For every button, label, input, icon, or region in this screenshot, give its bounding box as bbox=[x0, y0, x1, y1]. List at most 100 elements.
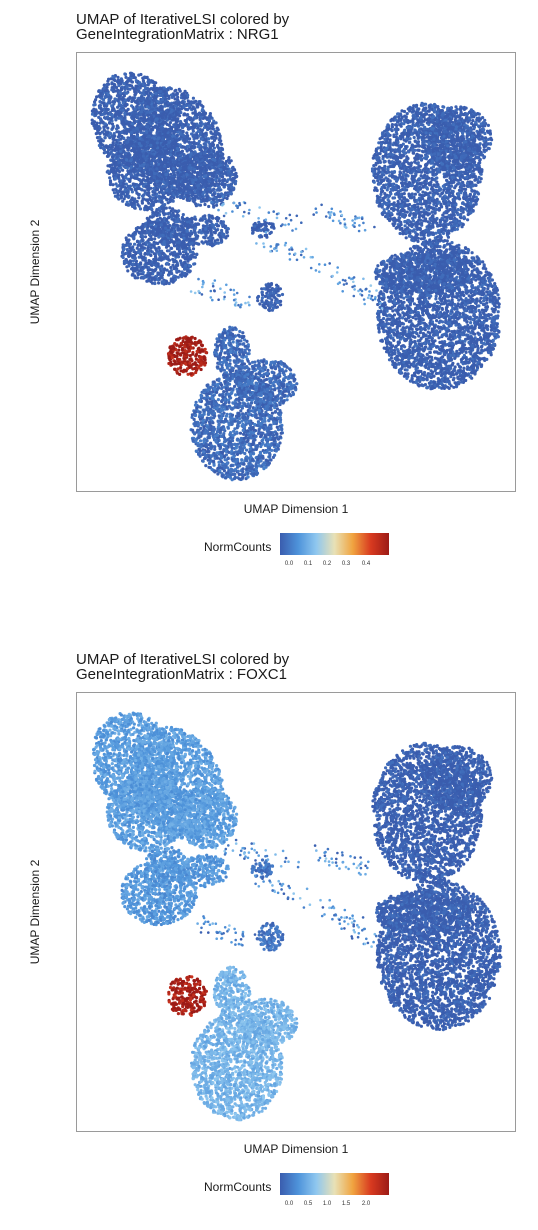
cell-point bbox=[218, 195, 222, 199]
umap-scatter bbox=[90, 71, 501, 482]
cell-point bbox=[175, 223, 179, 227]
cell-point bbox=[137, 196, 141, 200]
cell-point bbox=[139, 116, 143, 120]
cell-point bbox=[114, 161, 118, 165]
cell-point bbox=[97, 111, 102, 115]
cell-point bbox=[104, 116, 108, 120]
cell-point bbox=[175, 247, 180, 251]
cell-point bbox=[150, 268, 154, 272]
cell-point bbox=[165, 261, 169, 265]
cell-point bbox=[136, 172, 140, 176]
cell-point bbox=[212, 224, 216, 228]
cell-point bbox=[221, 172, 225, 176]
cell-point bbox=[141, 154, 145, 158]
cell-point bbox=[137, 148, 141, 152]
cell-point bbox=[226, 171, 230, 175]
cell-point bbox=[219, 221, 223, 225]
cell-point bbox=[154, 274, 158, 278]
cell-point bbox=[102, 125, 106, 129]
cell-point bbox=[127, 152, 131, 156]
cell-point bbox=[134, 169, 138, 173]
cell-point bbox=[162, 89, 167, 93]
cell-point bbox=[122, 116, 126, 120]
cell-point bbox=[169, 182, 173, 186]
cell-point bbox=[139, 244, 143, 248]
cell-point bbox=[179, 158, 183, 162]
cell-point bbox=[163, 203, 167, 207]
cell-point bbox=[132, 128, 136, 132]
cell-point bbox=[170, 178, 174, 182]
cell-point bbox=[226, 194, 230, 198]
umap-panel-nrg1: UMAP of IterativeLSI colored by GeneInte… bbox=[0, 0, 538, 600]
cell-point bbox=[136, 156, 140, 161]
cell-point bbox=[154, 92, 158, 96]
cell-point bbox=[182, 94, 186, 98]
cell-point bbox=[115, 184, 119, 188]
cell-point bbox=[160, 200, 164, 204]
cell-point bbox=[138, 207, 143, 211]
cell-point bbox=[153, 281, 157, 286]
cell-point bbox=[131, 136, 135, 140]
cell-point bbox=[147, 194, 151, 198]
cell-point bbox=[170, 142, 174, 146]
cell-point bbox=[102, 104, 106, 108]
cell-point bbox=[125, 141, 129, 145]
cell-point bbox=[186, 123, 190, 127]
cell-point bbox=[122, 149, 126, 153]
cell-point bbox=[229, 191, 233, 195]
cell-point bbox=[185, 236, 189, 240]
cell-point bbox=[156, 136, 160, 141]
cell-point bbox=[126, 190, 130, 195]
cell-point bbox=[210, 122, 215, 126]
cell-point bbox=[116, 175, 120, 179]
cell-point bbox=[209, 115, 213, 119]
cell-point bbox=[178, 119, 183, 124]
cell-point bbox=[116, 78, 120, 82]
cell-point bbox=[130, 104, 134, 108]
cell-point bbox=[135, 240, 140, 244]
cell-point bbox=[108, 121, 112, 125]
cell-point bbox=[157, 235, 161, 239]
cell-point bbox=[117, 96, 121, 100]
cell-point bbox=[204, 227, 208, 231]
cell-point bbox=[207, 227, 211, 231]
cell-point bbox=[217, 182, 221, 186]
cell-point bbox=[115, 167, 119, 171]
cell-point bbox=[122, 182, 126, 186]
chart-title-line1: UMAP of IterativeLSI colored by bbox=[76, 12, 289, 27]
cell-point bbox=[137, 186, 141, 191]
cell-point bbox=[150, 105, 154, 109]
cell-point bbox=[220, 183, 224, 187]
cell-point bbox=[99, 92, 103, 96]
cell-point bbox=[126, 269, 130, 273]
cell-point bbox=[185, 135, 189, 139]
cell-point bbox=[149, 115, 153, 119]
cell-point bbox=[151, 193, 155, 197]
cell-point bbox=[182, 240, 186, 245]
cell-point bbox=[111, 143, 115, 147]
cell-point bbox=[177, 227, 181, 231]
cell-point bbox=[147, 186, 151, 190]
cell-point bbox=[180, 225, 184, 229]
cell-point bbox=[206, 149, 210, 154]
cell-point bbox=[155, 188, 160, 192]
cell-point bbox=[139, 261, 143, 265]
cell-point bbox=[102, 83, 106, 87]
cell-point bbox=[193, 186, 198, 190]
cell-point bbox=[187, 270, 191, 274]
cell-point bbox=[152, 252, 156, 256]
cell-point bbox=[216, 143, 220, 148]
cell-point bbox=[129, 248, 133, 252]
cell-point bbox=[210, 126, 214, 131]
cell-point bbox=[133, 204, 137, 208]
cell-point bbox=[194, 160, 198, 164]
cell-point bbox=[211, 132, 215, 136]
cell-point bbox=[157, 281, 161, 285]
cell-point bbox=[119, 166, 123, 170]
cell-point bbox=[189, 232, 194, 236]
cell-point bbox=[129, 187, 133, 191]
cell-point bbox=[98, 100, 102, 104]
cell-point bbox=[148, 96, 153, 100]
cell-point bbox=[198, 100, 202, 104]
cell-point bbox=[212, 204, 216, 208]
